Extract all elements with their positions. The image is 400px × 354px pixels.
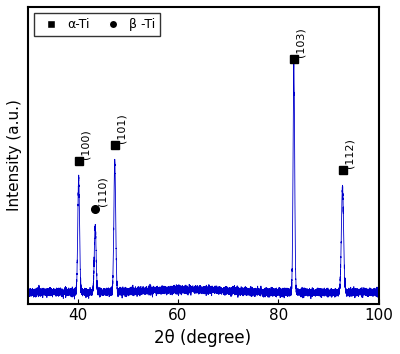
Text: (101): (101) [117,113,127,143]
Text: (103): (103) [296,27,306,57]
Legend: α-Ti, β -Ti: α-Ti, β -Ti [34,13,160,36]
X-axis label: 2θ (degree): 2θ (degree) [154,329,252,347]
Text: (100): (100) [81,129,91,159]
Text: (112): (112) [344,138,354,168]
Y-axis label: Intensity (a.u.): Intensity (a.u.) [7,99,22,211]
Text: (110): (110) [97,177,107,206]
